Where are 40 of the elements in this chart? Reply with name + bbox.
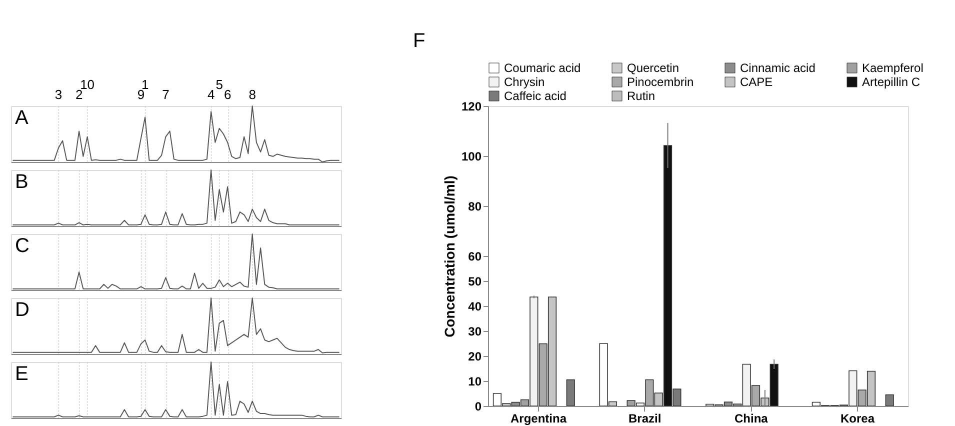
annotation: C [15, 235, 30, 257]
legend-label: CAPE [740, 75, 773, 89]
x-tick-label: 8 [248, 87, 256, 102]
x-tick-label: Korea [840, 412, 875, 426]
y-axis-title: Concentration (umol/ml) [441, 176, 458, 338]
annotation: D [15, 299, 30, 321]
x-tick-label: 5 [216, 77, 223, 92]
annotation: B [15, 171, 28, 193]
annotation: E [15, 363, 28, 385]
y-tick-label: 0 [474, 400, 482, 414]
legend-label: Kaempferol [862, 61, 924, 75]
x-tick-label: 4 [207, 87, 215, 102]
legend-label: Pinocembrin [627, 75, 694, 89]
x-tick-label: China [734, 412, 768, 426]
legend-label: Cinnamic acid [740, 61, 816, 75]
y-tick-label: 20 [468, 350, 482, 364]
legend-label: Caffeic acid [504, 89, 566, 103]
y-tick-label: 120 [461, 100, 482, 114]
x-tick-label: 2 [75, 87, 83, 102]
y-tick-label: 80 [468, 200, 482, 214]
x-tick-label: Brazil [628, 412, 662, 426]
x-tick-label: Argentina [510, 412, 567, 426]
text: F [413, 30, 426, 52]
y-tick-label: 100 [461, 150, 482, 164]
legend-label: Coumaric acid [504, 61, 581, 75]
bar [566, 379, 575, 406]
y-tick-label: 30 [468, 324, 482, 338]
y-tick-label: 50 [468, 274, 482, 288]
y-tick-label: 10 [468, 374, 482, 388]
legend-label: Artepillin C [862, 75, 920, 89]
legend-label: Rutin [627, 89, 656, 103]
legend-label: Quercetin [627, 61, 680, 75]
x-tick-label: 7 [162, 87, 170, 102]
x-tick-label: 3 [54, 87, 62, 102]
y-tick-label: 40 [468, 300, 482, 314]
annotation: A [15, 107, 29, 129]
legend-label: Chrysin [504, 75, 545, 89]
y-tick-label: 60 [468, 250, 482, 264]
bar [885, 394, 894, 406]
x-tick-label: 6 [224, 87, 232, 102]
